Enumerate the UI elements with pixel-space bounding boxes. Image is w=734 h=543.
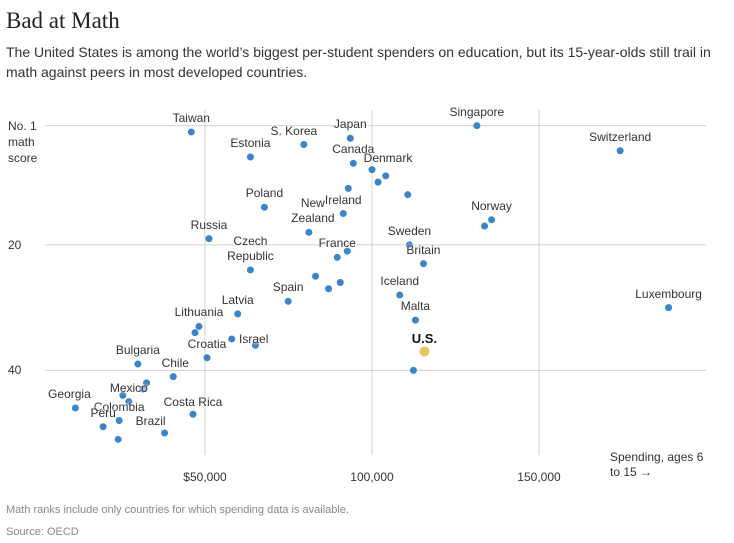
data-point <box>346 134 354 142</box>
point-label: Switzerland <box>589 129 652 144</box>
data-point <box>143 379 151 387</box>
data-point <box>187 128 195 136</box>
data-point <box>419 346 430 357</box>
point-label: Luxembourg <box>635 286 702 301</box>
data-point <box>419 260 427 268</box>
chart-title: Bad at Math <box>6 8 120 33</box>
data-point <box>305 228 313 236</box>
data-point <box>284 297 292 305</box>
data-point <box>195 322 203 330</box>
data-point <box>312 272 320 280</box>
data-point <box>169 373 177 381</box>
point-label: Iceland <box>380 274 420 289</box>
data-point <box>114 435 122 443</box>
point-label: Sweden <box>387 223 432 238</box>
point-label: Japan <box>333 117 367 132</box>
data-point <box>344 184 352 192</box>
point-label: Lithuania <box>174 305 224 320</box>
point-label: Estonia <box>230 136 271 151</box>
data-point <box>115 417 123 424</box>
data-point <box>473 122 481 130</box>
point-label: Bulgaria <box>115 343 160 358</box>
data-point <box>189 410 197 418</box>
point-label: Ireland <box>324 192 362 207</box>
point-label: Colombia <box>93 399 145 414</box>
point-label: U.S. <box>411 330 438 346</box>
point-label: Malta <box>400 299 431 314</box>
data-point <box>404 191 412 199</box>
data-point <box>234 310 242 318</box>
chart-subtitle: The United States is among the world’s b… <box>6 44 711 80</box>
point-label: France <box>318 236 356 251</box>
data-point <box>119 391 127 399</box>
data-point <box>134 360 142 368</box>
data-point <box>665 304 673 312</box>
x-tick-label: 150,000 <box>517 470 561 484</box>
point-label: Poland <box>245 186 284 201</box>
x-tick-label: 100,000 <box>350 470 394 484</box>
data-point <box>260 203 268 211</box>
point-label: Mexico <box>109 380 148 395</box>
point-label: Taiwan <box>172 110 210 125</box>
point-label: Russia <box>190 217 228 232</box>
data-point <box>343 247 351 255</box>
data-point <box>99 423 107 431</box>
data-point <box>228 335 236 343</box>
point-label: Denmark <box>363 150 413 165</box>
data-point <box>405 241 413 249</box>
data-point <box>339 210 347 217</box>
data-point <box>481 222 489 230</box>
data-point <box>488 216 496 224</box>
data-point <box>203 354 211 362</box>
data-point <box>349 159 357 167</box>
point-label: S. Korea <box>270 123 318 138</box>
point-label: Spain <box>272 280 304 295</box>
data-point <box>246 153 254 161</box>
data-point <box>191 329 199 337</box>
point-label: Peru <box>90 405 116 420</box>
data-point <box>374 178 382 186</box>
source: Source: OECD <box>6 526 79 538</box>
point-label: Latvia <box>221 292 254 307</box>
data-point <box>139 385 147 393</box>
data-point <box>336 279 344 286</box>
point-label: Singapore <box>449 104 505 119</box>
data-point <box>300 141 308 148</box>
data-point <box>333 253 341 261</box>
point-label: New Zealand <box>291 196 335 226</box>
data-point <box>205 235 213 243</box>
y-tick-label: No. 1 math score <box>8 118 38 165</box>
data-point <box>409 366 417 374</box>
x-tick-label: $50,000 <box>183 470 227 484</box>
point-label: Brazil <box>135 414 166 429</box>
point-label: Croatia <box>187 336 227 351</box>
point-label: Costa Rica <box>163 395 223 410</box>
data-point <box>125 398 133 406</box>
point-label: Canada <box>332 142 375 157</box>
data-point <box>396 291 404 299</box>
data-point <box>616 147 624 155</box>
point-label: Britain <box>406 242 441 257</box>
point-label: Israel <box>239 331 269 346</box>
data-point <box>411 316 419 324</box>
data-point <box>368 166 376 174</box>
point-label: Norway <box>471 198 512 213</box>
x-axis-label: Spending, ages 6 to 15 → <box>610 450 704 479</box>
note: Math ranks include only countries for wh… <box>6 504 350 516</box>
point-label: Georgia <box>48 386 91 401</box>
data-point <box>161 429 169 437</box>
y-tick-label: 40 <box>8 363 22 378</box>
data-point <box>246 266 254 274</box>
data-point <box>71 404 79 412</box>
y-tick-label: 20 <box>8 237 22 252</box>
data-point <box>251 341 259 349</box>
data-point <box>382 172 390 180</box>
point-label: Chile <box>161 355 189 370</box>
data-point <box>325 285 333 293</box>
point-label: Czech Republic <box>227 233 274 263</box>
